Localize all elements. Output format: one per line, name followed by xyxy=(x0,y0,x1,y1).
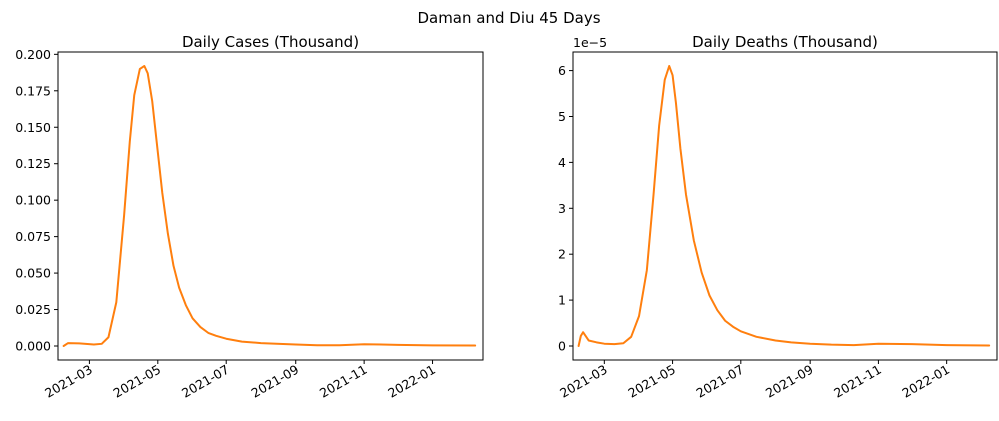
series-line xyxy=(62,65,477,347)
x-tick-label: 2021-05 xyxy=(111,362,164,401)
x-tick-label: 2021-09 xyxy=(248,362,301,401)
y-tick-label: 1 xyxy=(558,293,566,308)
y-tick-label: 4 xyxy=(558,155,566,170)
y-tick-label: 2 xyxy=(558,247,566,262)
y-tick-label: 0.150 xyxy=(15,120,51,135)
x-tick-label: 2021-11 xyxy=(831,362,884,401)
x-tick-label: 2021-03 xyxy=(557,362,610,401)
chart-1: Daily Cases (Thousand) 0.000 0.025 0.050 0.0… xyxy=(15,33,484,401)
y-tick-label: 0.125 xyxy=(15,156,51,171)
axes-frame xyxy=(572,51,998,361)
x-tick-label: 2021-11 xyxy=(317,362,370,401)
chart-title: Daily Cases (Thousand) xyxy=(182,33,359,51)
x-tick-label: 2022-01 xyxy=(385,362,438,401)
x-tick-label: 2021-07 xyxy=(694,362,747,401)
y-tick-label: 6 xyxy=(558,63,566,78)
y-tick-label: 0.000 xyxy=(15,339,51,354)
y-offset-label: 1e−5 xyxy=(573,35,607,50)
series-line xyxy=(577,65,991,347)
x-tick-label: 2021-09 xyxy=(763,362,816,401)
y-tick-label: 0.075 xyxy=(15,229,51,244)
x-tick-label: 2021-07 xyxy=(179,362,232,401)
y-tick-label: 3 xyxy=(558,201,566,216)
y-tick-label: 0.025 xyxy=(15,302,51,317)
figure-suptitle: Daman and Diu 45 Days xyxy=(417,9,600,27)
axes-frame xyxy=(57,51,484,361)
y-tick-label: 0.050 xyxy=(15,266,51,281)
y-tick-label: 0 xyxy=(558,339,566,354)
x-tick-label: 2021-03 xyxy=(42,362,95,401)
y-tick-label: 0.175 xyxy=(15,83,51,98)
y-tick-label: 0.100 xyxy=(15,193,51,208)
chart-2: Daily Deaths (Thousand) 1e−5 0 1 2 3 4 5 6 2021-0… xyxy=(557,33,998,401)
y-tick-label: 5 xyxy=(558,109,566,124)
x-tick-label: 2021-05 xyxy=(625,362,678,401)
x-tick-label: 2022-01 xyxy=(899,362,952,401)
y-tick-label: 0.200 xyxy=(15,47,51,62)
chart-title: Daily Deaths (Thousand) xyxy=(692,33,878,51)
